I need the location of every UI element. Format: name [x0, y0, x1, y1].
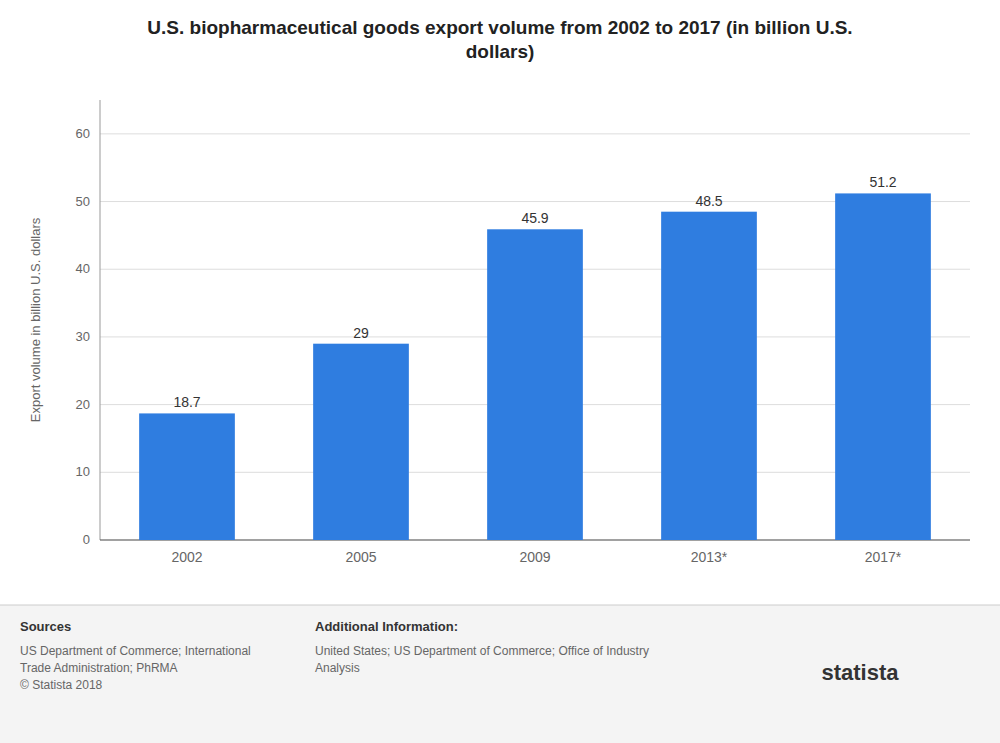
- data-labels: 18.7 29 45.9 48.5 51.2: [173, 174, 896, 410]
- y-tick-label: 30: [76, 329, 90, 344]
- y-tick-label: 0: [83, 532, 90, 547]
- x-tick-label: 2009: [519, 549, 550, 565]
- footer-rule: [0, 605, 1000, 606]
- x-tick-label: 2002: [171, 549, 202, 565]
- data-label: 29: [353, 325, 369, 341]
- bar: [487, 229, 583, 540]
- title: U.S. biopharmaceutical goods export volu…: [147, 17, 852, 62]
- data-label: 45.9: [521, 210, 548, 226]
- y-tick-label: 50: [76, 194, 90, 209]
- y-tick-label: 60: [76, 126, 90, 141]
- bars: [139, 193, 931, 540]
- y-axis-label: Export volume in billion U.S. dollars: [28, 217, 43, 422]
- data-label: 18.7: [173, 394, 200, 410]
- y-tick-label: 10: [76, 464, 90, 479]
- footer: Sources US Department of Commerce; Intern…: [0, 605, 1000, 743]
- y-tick-label: 40: [76, 261, 90, 276]
- bar: [835, 193, 931, 540]
- sources-heading: Sources: [20, 619, 71, 634]
- data-label: 51.2: [869, 174, 896, 190]
- axes: 0 10 20 30 40 50 60 Export volume in billion U.…: [28, 100, 970, 565]
- sources-body: US Department of Commerce; International…: [20, 644, 251, 692]
- data-label: 48.5: [695, 193, 722, 209]
- y-tick-label: 20: [76, 397, 90, 412]
- footer-background: [0, 605, 1000, 743]
- brand: statista: [821, 660, 899, 685]
- bar: [313, 344, 409, 540]
- additional-heading: Additional Information:: [315, 619, 458, 634]
- additional-body: United States; US Department of Commerce…: [315, 644, 649, 675]
- x-tick-label: 2017*: [865, 549, 902, 565]
- grid-line: [100, 133, 970, 134]
- x-tick-label: 2013*: [691, 549, 728, 565]
- bar: [661, 212, 757, 540]
- x-tick-label: 2005: [345, 549, 376, 565]
- chart-container: U.S. biopharmaceutical goods export volu…: [0, 0, 1000, 743]
- chart: U.S. biopharmaceutical goods export volu…: [0, 0, 1000, 743]
- y-axis-line: [100, 100, 101, 540]
- bar: [139, 413, 235, 540]
